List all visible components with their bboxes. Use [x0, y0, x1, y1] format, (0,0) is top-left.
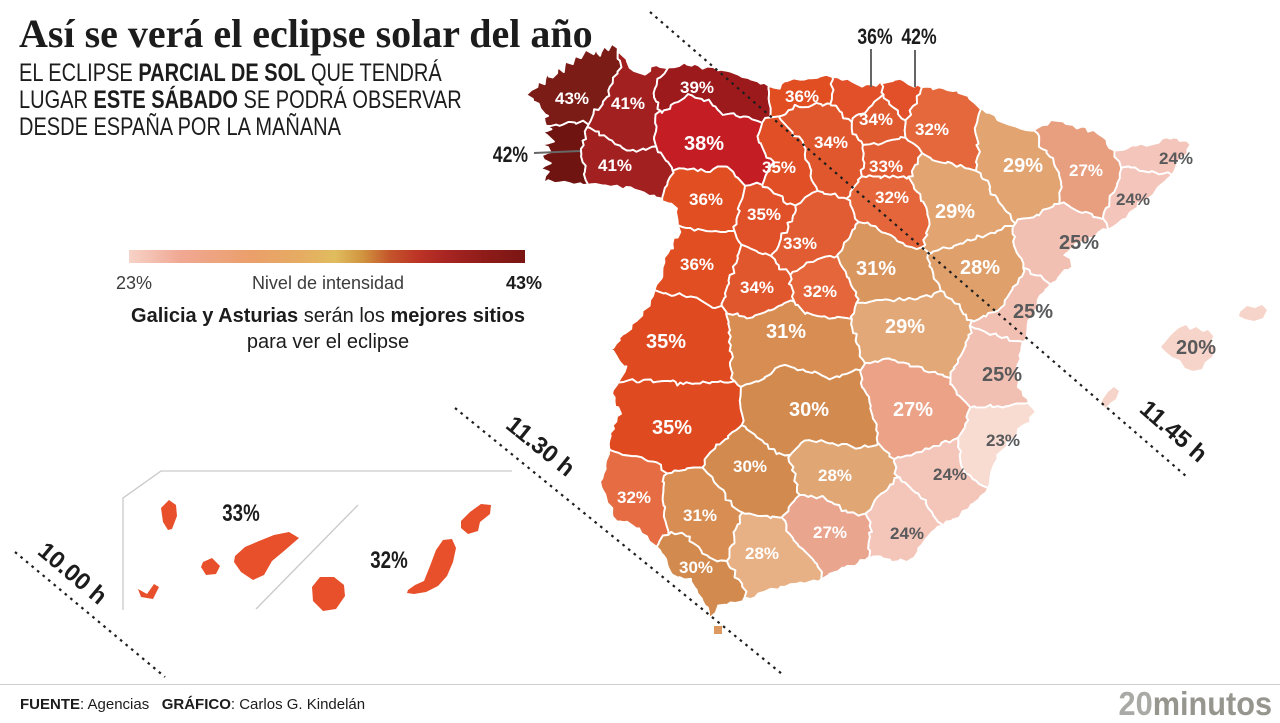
svg-text:35%: 35% — [747, 205, 781, 224]
svg-text:42%: 42% — [901, 25, 936, 49]
svg-text:35%: 35% — [652, 417, 692, 439]
svg-text:11.45 h: 11.45 h — [1134, 395, 1212, 468]
svg-text:30%: 30% — [789, 399, 829, 421]
svg-text:11.30 h: 11.30 h — [501, 411, 580, 482]
svg-text:29%: 29% — [1003, 155, 1043, 177]
svg-text:41%: 41% — [611, 94, 645, 113]
svg-text:32%: 32% — [370, 547, 407, 574]
svg-text:20%: 20% — [1176, 337, 1216, 359]
svg-text:24%: 24% — [933, 465, 967, 484]
svg-text:31%: 31% — [683, 506, 717, 525]
svg-text:25%: 25% — [982, 364, 1022, 386]
svg-text:34%: 34% — [814, 133, 848, 152]
svg-text:36%: 36% — [680, 255, 714, 274]
svg-text:27%: 27% — [1069, 161, 1103, 180]
svg-text:27%: 27% — [893, 399, 933, 421]
svg-text:29%: 29% — [885, 316, 925, 338]
svg-text:38%: 38% — [684, 133, 724, 155]
svg-text:33%: 33% — [222, 500, 259, 527]
svg-text:36%: 36% — [857, 25, 892, 49]
svg-text:28%: 28% — [960, 257, 1000, 279]
svg-text:34%: 34% — [859, 110, 893, 129]
svg-text:25%: 25% — [1013, 301, 1053, 323]
svg-text:33%: 33% — [783, 234, 817, 253]
svg-text:32%: 32% — [875, 188, 909, 207]
svg-text:30%: 30% — [679, 558, 713, 577]
svg-text:24%: 24% — [1159, 149, 1193, 168]
svg-text:24%: 24% — [1116, 190, 1150, 209]
svg-text:43%: 43% — [555, 89, 589, 108]
svg-text:23%: 23% — [986, 431, 1020, 450]
svg-text:34%: 34% — [740, 278, 774, 297]
svg-text:42%: 42% — [493, 143, 528, 167]
svg-text:24%: 24% — [890, 524, 924, 543]
svg-text:33%: 33% — [869, 157, 903, 176]
svg-text:39%: 39% — [680, 78, 714, 97]
svg-text:35%: 35% — [646, 331, 686, 353]
svg-text:32%: 32% — [915, 120, 949, 139]
svg-text:31%: 31% — [766, 321, 806, 343]
svg-text:27%: 27% — [813, 523, 847, 542]
svg-text:28%: 28% — [745, 544, 779, 563]
svg-text:28%: 28% — [818, 466, 852, 485]
svg-text:32%: 32% — [803, 282, 837, 301]
svg-text:25%: 25% — [1059, 232, 1099, 254]
svg-text:36%: 36% — [785, 87, 819, 106]
svg-text:41%: 41% — [598, 156, 632, 175]
svg-text:35%: 35% — [762, 158, 796, 177]
svg-text:32%: 32% — [617, 488, 651, 507]
svg-text:36%: 36% — [689, 190, 723, 209]
svg-text:31%: 31% — [856, 258, 896, 280]
svg-text:29%: 29% — [935, 201, 975, 223]
svg-text:30%: 30% — [733, 457, 767, 476]
